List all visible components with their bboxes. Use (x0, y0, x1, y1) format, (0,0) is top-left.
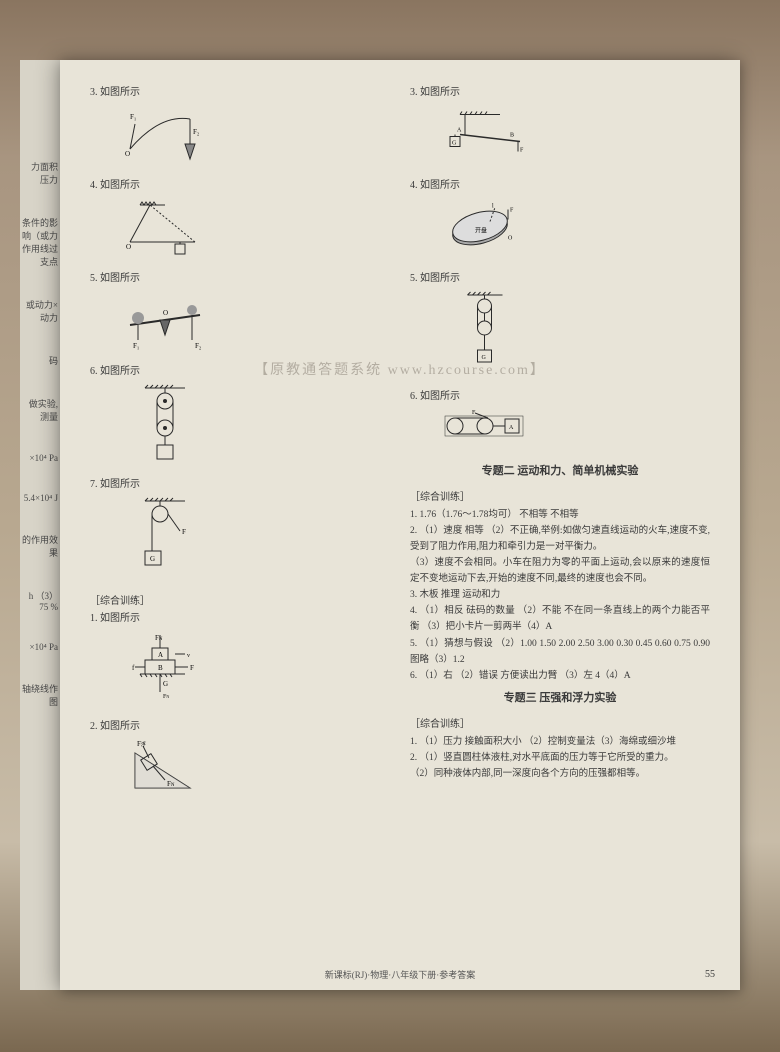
diagram-pulley3: G (440, 290, 530, 375)
left-item-7: 7. 如图所示 FG (90, 477, 390, 584)
ans2-4: 4. （1）相反 砝码的数量 （2）不能 不在同一条直线上的两个力能否平衡 （3… (410, 603, 710, 635)
page-number: 55 (705, 967, 715, 982)
svg-text:开盘: 开盘 (475, 227, 487, 235)
ans2-1: 1. 1.76（1.76～1.78均可） 不相等 不相等 (410, 507, 710, 523)
right-item-4: 4. 如图所示 开盘FlO (410, 178, 710, 265)
diagram-seesaw: O F₁ F₂ (120, 290, 210, 350)
svg-text:F₁: F₁ (133, 342, 139, 350)
zonghe-right-label: ［综合训练］ (410, 490, 710, 505)
ans3-1: 1. （1）压力 接触面积大小 （2）控制变量法（3）海绵或细沙堆 (410, 734, 710, 750)
svg-text:v: v (187, 653, 190, 659)
right-item-3: 3. 如图所示 GABF (410, 85, 710, 172)
svg-text:F: F (190, 664, 194, 672)
diagram-pulley2: FG (120, 496, 210, 576)
topic3-title: 专题三 压强和浮力实验 (410, 690, 710, 707)
svg-text:O: O (508, 236, 513, 242)
diagram-triangle: O (120, 197, 210, 257)
left-margin-fragments: 力面积 压力 条件的影响（或力作用线过支点 或动力×动力 码 做实验,测量 ×1… (20, 60, 60, 990)
right-column: 3. 如图所示 GABF 4. 如图所示 开盘FlO 5. 如图所示 G 6. … (410, 85, 710, 965)
ans3-2b: （2）同种液体内部,同一深度向各个方向的压强都相等。 (410, 766, 710, 782)
diagram-pulley1 (120, 383, 210, 463)
svg-text:f: f (132, 664, 135, 672)
svg-text:FN: FN (155, 634, 163, 642)
right-item-6: 6. 如图所示 AF (410, 389, 710, 451)
left-item-3: 3. 如图所示 F₁F₂O (90, 85, 390, 172)
ans2-2b: （3）速度不会相同。小车在阻力为零的平面上运动,会以原来的速度恒定不变地运动下去… (410, 555, 710, 587)
svg-text:A: A (509, 425, 514, 431)
svg-text:FN: FN (163, 694, 169, 700)
svg-text:F: F (520, 148, 524, 154)
zonghe-left-1: 1. 如图所示 FNABfFvGFN (90, 611, 390, 713)
svg-text:G: G (163, 680, 168, 688)
left-item-5: 5. 如图所示 OF₁F₂ (90, 271, 390, 358)
ans2-2a: 2. （1）速度 相等 （2）不正确,举例:如做匀速直线运动的火车,速度不变,受… (410, 523, 710, 555)
zonghe-left-2: 2. 如图所示 F浮FN (90, 719, 390, 806)
diagram-disk: 开盘 Fl O (440, 197, 530, 257)
diagram-incline: F浮FN (120, 738, 210, 798)
svg-text:A: A (158, 651, 163, 659)
svg-text:G: G (482, 355, 487, 361)
svg-text:G: G (150, 555, 155, 563)
svg-text:F: F (182, 528, 186, 536)
ans3-2a: 2. （1）竖直圆柱体液柱,对水平底面的压力等于它所受的重力。 (410, 750, 710, 766)
svg-text:F₁: F₁ (130, 113, 136, 121)
diagram-hanging: G A B F (440, 104, 530, 164)
svg-text:F₂: F₂ (193, 128, 200, 136)
page: 【原教通答题系统 www.hzcourse.com】 3. 如图所示 F₁F₂O… (60, 60, 740, 990)
diagram-horizontal: AF (440, 408, 530, 443)
diagram-block: FN ABf Fv G FN (120, 630, 210, 705)
svg-text:B: B (158, 664, 163, 672)
right-item-5: 5. 如图所示 G (410, 271, 710, 383)
svg-text:l: l (492, 204, 494, 210)
svg-text:F: F (510, 208, 514, 214)
left-column: 3. 如图所示 F₁F₂O 4. 如图所示 O 5. 如图所示 OF₁F₂ 6.… (90, 85, 390, 965)
svg-text:O: O (126, 243, 131, 251)
svg-text:O: O (125, 150, 130, 158)
svg-text:B: B (510, 133, 514, 139)
ans2-6: 6. （1）右 （2）错误 方便读出力臂 （3）左 4（4）A (410, 668, 710, 684)
zonghe-right-label3: ［综合训练］ (410, 717, 710, 732)
topic2-title: 专题二 运动和力、简单机械实验 (410, 463, 710, 480)
ans2-5: 5. （1）猜想与假设 （2）1.00 1.50 2.00 2.50 3.00 … (410, 636, 710, 668)
diagram-fishrod: F₁ F₂ O (120, 104, 210, 164)
svg-text:F浮: F浮 (137, 740, 146, 748)
svg-text:G: G (452, 141, 457, 147)
page-footer: 新课标(RJ)·物理·八年级下册·参考答案 (60, 969, 740, 983)
svg-text:A: A (457, 128, 462, 134)
left-item-4: 4. 如图所示 O (90, 178, 390, 265)
zonghe-left-label: ［综合训练］ (90, 594, 390, 609)
ans2-3: 3. 木板 推理 运动和力 (410, 587, 710, 603)
svg-text:F₂: F₂ (195, 342, 202, 350)
svg-text:O: O (163, 309, 168, 317)
